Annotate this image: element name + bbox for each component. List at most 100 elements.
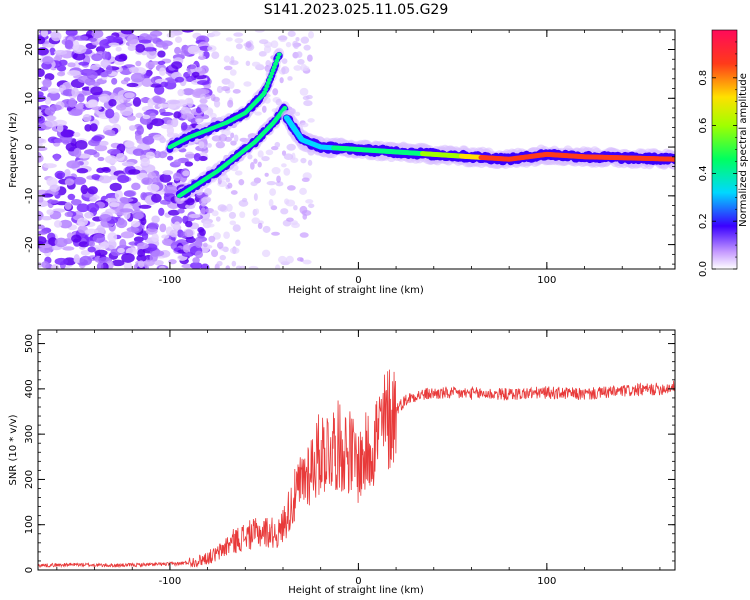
noise-blob [89, 123, 98, 132]
spectrogram-ytick-label: 20 [24, 43, 35, 56]
noise-blob [94, 249, 108, 257]
noise-blob-faint [225, 203, 233, 212]
noise-blob-faint [227, 182, 233, 189]
noise-blob [49, 184, 61, 192]
noise-blob [56, 201, 68, 206]
noise-blob [140, 217, 147, 226]
noise-blob [169, 229, 178, 238]
noise-blob-faint [292, 40, 299, 48]
noise-blob-faint [248, 265, 259, 269]
noise-blob [64, 39, 74, 49]
noise-blob [41, 193, 54, 198]
noise-blob [109, 202, 120, 208]
noise-blob [72, 176, 87, 185]
noise-blob [195, 106, 203, 114]
noise-blob-faint [271, 167, 281, 175]
noise-blob [87, 81, 101, 87]
noise-blob [79, 255, 93, 266]
noise-blob-faint [230, 132, 235, 139]
snr-frame [37, 329, 676, 571]
noise-blob [197, 80, 210, 86]
noise-blob [157, 50, 166, 58]
noise-blob [65, 142, 77, 152]
noise-blob [46, 177, 58, 187]
noise-blob [108, 42, 120, 47]
noise-blob [174, 46, 181, 55]
noise-blob-faint [230, 140, 237, 146]
noise-blob [151, 118, 165, 127]
noise-blob-faint [229, 60, 239, 66]
noise-blob-faint [300, 64, 308, 72]
noise-blob [115, 104, 127, 111]
noise-blob [100, 71, 109, 78]
noise-blob [66, 160, 81, 169]
noise-blob-faint [295, 36, 300, 42]
noise-blob [195, 88, 210, 95]
ridge-core [268, 74, 274, 79]
noise-blob-faint [285, 41, 292, 48]
noise-blob-faint [195, 118, 202, 123]
noise-blob-faint [228, 81, 235, 89]
ridge-core [275, 55, 281, 60]
noise-blob-faint [207, 45, 217, 52]
noise-blob-faint [258, 39, 269, 45]
noise-blob [173, 159, 182, 165]
noise-blob [74, 35, 89, 41]
noise-blob [158, 265, 166, 269]
noise-blob-faint [195, 66, 203, 72]
noise-blob [38, 115, 45, 124]
noise-blob [151, 233, 159, 242]
noise-blob-faint [285, 199, 296, 207]
noise-blob [177, 89, 185, 97]
noise-blob-faint [211, 210, 219, 217]
noise-blob [111, 77, 118, 85]
noise-blob [136, 242, 149, 250]
spectrogram-ytick-label: -10 [24, 188, 35, 204]
noise-blob-faint [300, 122, 309, 128]
noise-blob [67, 70, 81, 77]
noise-blob-faint [281, 58, 288, 64]
noise-blob [134, 212, 144, 220]
noise-blob-faint [217, 204, 227, 212]
noise-blob-faint [235, 43, 243, 50]
noise-blob [107, 148, 121, 155]
noise-blob [146, 184, 160, 192]
noise-blob [105, 108, 115, 119]
noise-blob [88, 99, 99, 108]
noise-blob-faint [241, 197, 248, 203]
noise-blob [38, 146, 48, 151]
noise-blob-faint [277, 255, 287, 264]
noise-blob [172, 172, 182, 181]
noise-blob-faint [210, 30, 221, 37]
noise-blob [98, 93, 111, 103]
noise-blob-faint [303, 44, 311, 51]
noise-blob-faint [290, 220, 298, 226]
noise-blob [64, 178, 75, 186]
noise-blob-faint [265, 149, 274, 156]
figure-title: S141.2023.025.11.05.G29 [264, 2, 449, 18]
noise-blob [167, 155, 174, 161]
noise-blob-faint [202, 242, 208, 248]
noise-blob-faint [299, 257, 304, 262]
noise-blob [98, 175, 112, 184]
noise-blob [58, 219, 73, 229]
noise-blob [194, 239, 203, 248]
noise-blob [187, 64, 197, 70]
noise-blob [154, 97, 166, 104]
noise-blob-faint [231, 260, 237, 267]
noise-blob [160, 111, 174, 117]
noise-blob-faint [216, 85, 224, 94]
noise-blob [152, 177, 159, 185]
noise-blob [187, 45, 201, 55]
noise-blob [141, 177, 154, 185]
noise-blob-faint [219, 254, 227, 261]
snr-ytick-label: 500 [24, 334, 35, 353]
noise-blob-faint [262, 225, 271, 233]
snr-xtick-label: 0 [355, 576, 361, 587]
noise-blob [40, 30, 49, 38]
noise-blob [184, 229, 194, 238]
noise-blob-faint [200, 201, 207, 207]
colorbar-tick-label: 0.6 [698, 118, 709, 134]
noise-blob [91, 135, 103, 142]
